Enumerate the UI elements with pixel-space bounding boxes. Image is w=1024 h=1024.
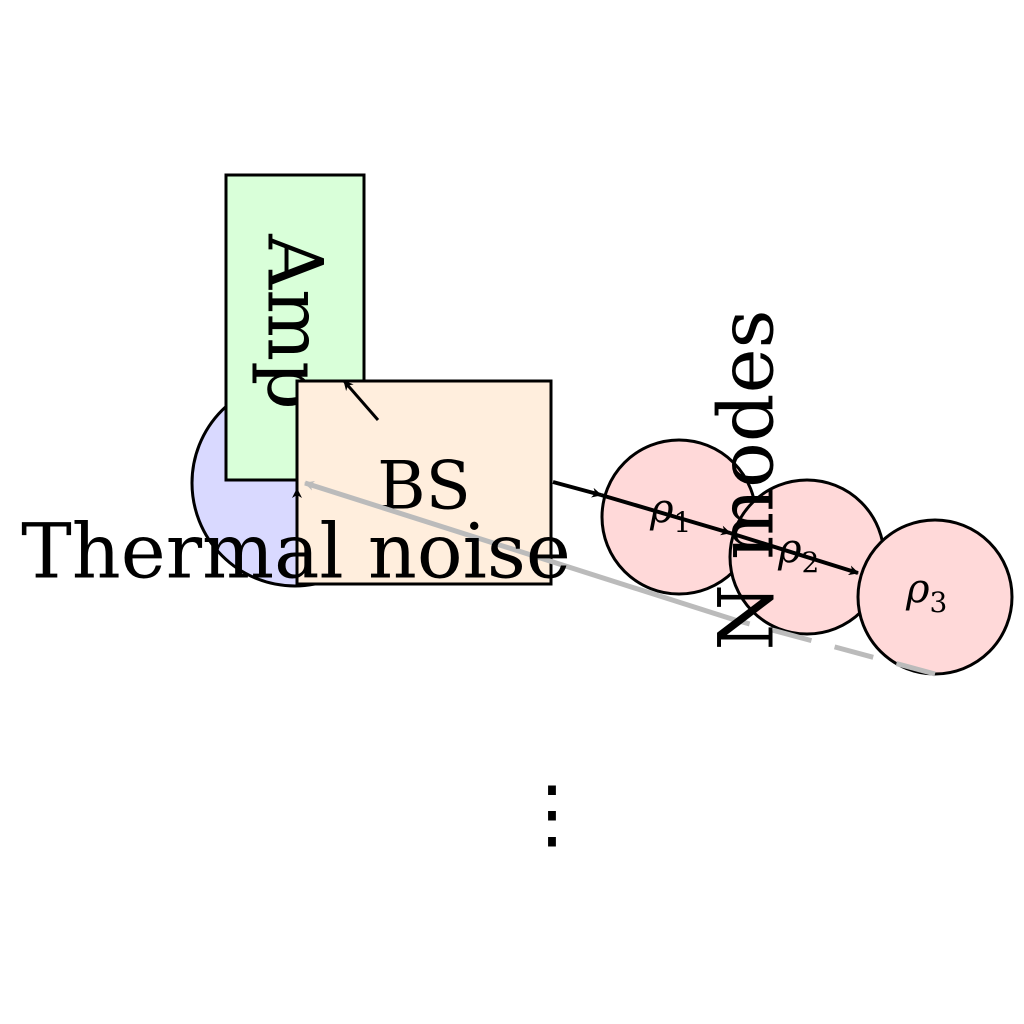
n-modes-label: N modes: [702, 309, 791, 650]
ellipsis-label: ⋮: [514, 769, 590, 858]
mode-3-subscript: 3: [930, 586, 948, 619]
mode-3-label: ρ3: [905, 566, 947, 619]
mode-2-subscript: 2: [802, 546, 820, 579]
edge-feedback-to-bs: [304, 480, 736, 623]
edge-mode-1-to-mode-2: [600, 493, 731, 536]
edge-bs-to-mode-1: [552, 480, 602, 498]
mode-2-label: ρ2: [777, 526, 819, 579]
mode-1-subscript: 1: [674, 506, 692, 539]
mode-3-symbol: ρ: [905, 566, 930, 612]
edge-feedback-dashed: [734, 617, 936, 677]
edge-bs-to-amp: [342, 380, 380, 421]
edge-mode-2-to-mode-3: [729, 531, 859, 576]
mode-1-label: ρ1: [649, 486, 691, 539]
thermal-noise-label: Thermal noise: [21, 507, 571, 596]
